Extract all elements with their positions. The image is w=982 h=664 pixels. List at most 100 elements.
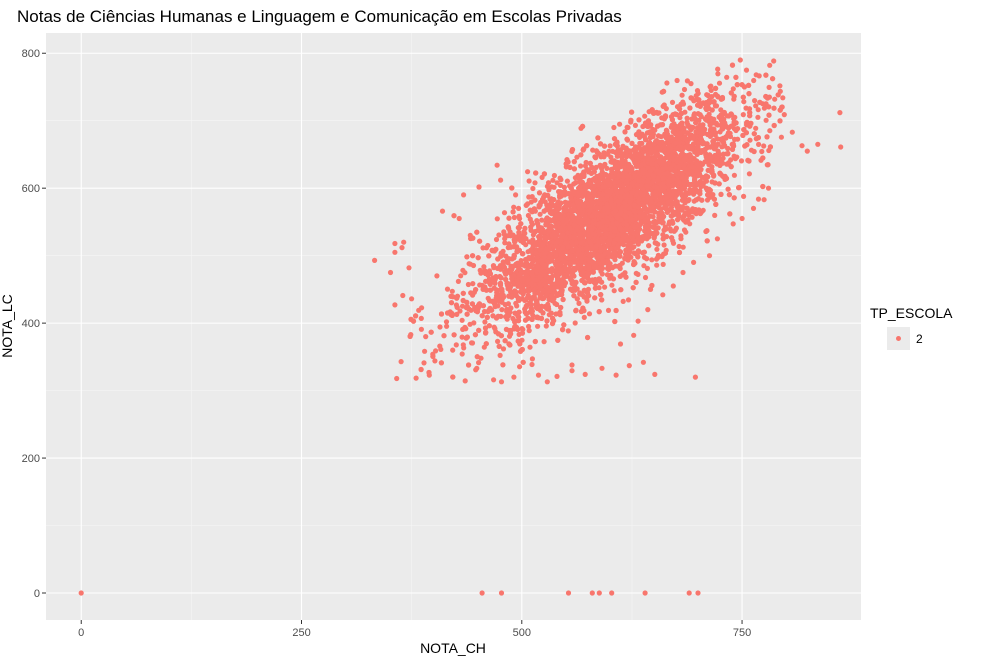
data-point	[579, 291, 585, 298]
data-point	[763, 117, 769, 123]
data-point	[725, 186, 731, 192]
data-point	[496, 232, 502, 238]
data-points	[78, 57, 844, 596]
data-point	[541, 208, 547, 214]
data-point	[772, 96, 778, 102]
data-point	[729, 146, 736, 152]
data-point	[428, 329, 434, 335]
data-point	[679, 92, 685, 98]
data-point	[505, 224, 511, 230]
data-point	[727, 211, 733, 217]
data-point	[533, 170, 539, 176]
data-point	[607, 143, 613, 149]
data-point	[731, 172, 738, 178]
data-point	[527, 287, 533, 294]
data-point	[716, 80, 723, 86]
data-point	[455, 278, 461, 284]
data-point	[629, 109, 635, 115]
data-point	[687, 221, 693, 227]
data-point	[418, 326, 424, 332]
data-point	[500, 294, 507, 300]
data-point	[589, 164, 595, 170]
data-point	[721, 143, 727, 149]
data-point	[461, 345, 467, 351]
data-point	[676, 243, 682, 250]
data-point	[660, 175, 667, 181]
data-point	[631, 250, 637, 256]
data-point	[576, 300, 582, 306]
data-point	[623, 247, 629, 253]
data-point	[744, 142, 750, 148]
data-point	[731, 195, 737, 201]
data-point	[690, 206, 696, 212]
data-point	[413, 375, 419, 381]
data-point	[422, 348, 428, 354]
data-point	[611, 288, 617, 294]
data-point	[610, 148, 616, 154]
data-point	[607, 261, 613, 267]
data-point	[649, 257, 655, 263]
data-point	[470, 281, 476, 287]
data-point	[661, 242, 667, 248]
data-point	[711, 196, 718, 202]
data-point	[491, 285, 497, 291]
data-point	[664, 80, 670, 86]
data-point	[564, 178, 571, 184]
data-point	[692, 115, 698, 122]
data-point	[477, 282, 483, 288]
data-point	[601, 154, 607, 160]
data-point	[620, 143, 626, 149]
data-point	[767, 128, 773, 134]
data-point	[493, 236, 500, 243]
data-point	[780, 95, 786, 101]
data-point	[507, 284, 513, 290]
data-point	[526, 178, 532, 184]
data-point	[595, 135, 601, 141]
data-point	[699, 197, 705, 203]
data-point	[538, 225, 545, 231]
data-point	[620, 174, 626, 180]
data-point	[728, 123, 734, 129]
data-point	[482, 319, 488, 325]
data-point	[619, 154, 625, 160]
data-point	[485, 242, 491, 249]
data-point	[591, 169, 597, 175]
data-point	[483, 341, 489, 347]
data-point	[443, 319, 450, 325]
data-point	[537, 234, 544, 240]
data-point	[519, 261, 525, 267]
data-point	[569, 147, 576, 153]
data-point	[584, 298, 590, 304]
data-point	[560, 296, 566, 303]
data-point	[500, 346, 507, 352]
data-point	[537, 211, 543, 217]
data-point	[669, 99, 676, 105]
data-point	[535, 323, 541, 329]
data-point	[519, 330, 526, 336]
data-point	[571, 159, 577, 165]
data-point	[616, 150, 623, 156]
data-point	[612, 318, 618, 325]
data-point	[561, 184, 568, 190]
data-point	[699, 161, 706, 167]
data-point	[562, 264, 568, 270]
data-point	[660, 261, 666, 267]
data-point	[525, 169, 531, 175]
data-point	[646, 228, 652, 234]
data-point	[582, 186, 588, 192]
data-point	[670, 240, 677, 246]
data-point	[691, 172, 697, 178]
chart-title: Notas de Ciências Humanas e Linguagem e …	[17, 7, 622, 26]
data-point	[601, 143, 608, 149]
data-point	[625, 148, 631, 154]
data-point	[495, 338, 501, 344]
data-point	[635, 254, 641, 260]
data-point	[713, 85, 719, 91]
data-point	[734, 82, 740, 88]
data-point	[636, 129, 642, 135]
data-point	[684, 115, 690, 121]
data-point	[459, 303, 466, 309]
data-point	[675, 190, 682, 196]
data-point	[454, 311, 460, 317]
data-point	[644, 265, 651, 271]
